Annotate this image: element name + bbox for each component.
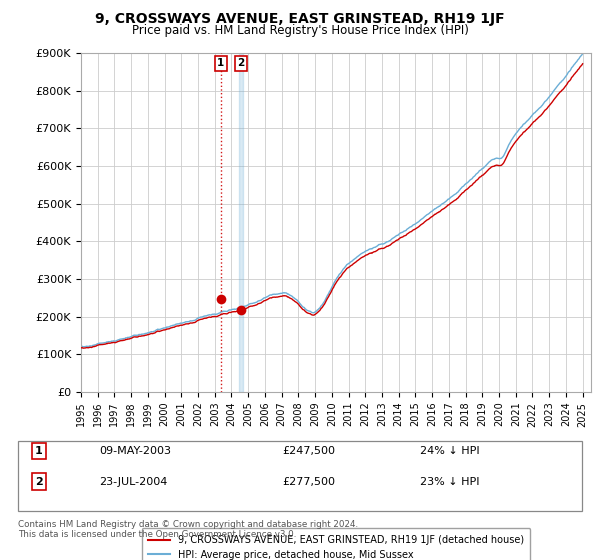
Bar [239,53,242,392]
Text: Contains HM Land Registry data © Crown copyright and database right 2024.
This d: Contains HM Land Registry data © Crown c… [18,520,358,539]
Text: 09-MAY-2003: 09-MAY-2003 [99,446,171,456]
Legend: 9, CROSSWAYS AVENUE, EAST GRINSTEAD, RH19 1JF (detached house), HPI: Average pri: 9, CROSSWAYS AVENUE, EAST GRINSTEAD, RH1… [142,528,530,560]
Text: £277,500: £277,500 [282,477,335,487]
Text: 1: 1 [35,446,43,456]
Text: 23-JUL-2004: 23-JUL-2004 [99,477,167,487]
Text: 24% ↓ HPI: 24% ↓ HPI [420,446,479,456]
Text: 9, CROSSWAYS AVENUE, EAST GRINSTEAD, RH19 1JF: 9, CROSSWAYS AVENUE, EAST GRINSTEAD, RH1… [95,12,505,26]
Text: 23% ↓ HPI: 23% ↓ HPI [420,477,479,487]
Text: 2: 2 [35,477,43,487]
Text: 1: 1 [217,58,224,68]
Text: £247,500: £247,500 [282,446,335,456]
Text: Price paid vs. HM Land Registry's House Price Index (HPI): Price paid vs. HM Land Registry's House … [131,24,469,37]
Text: 2: 2 [237,58,244,68]
